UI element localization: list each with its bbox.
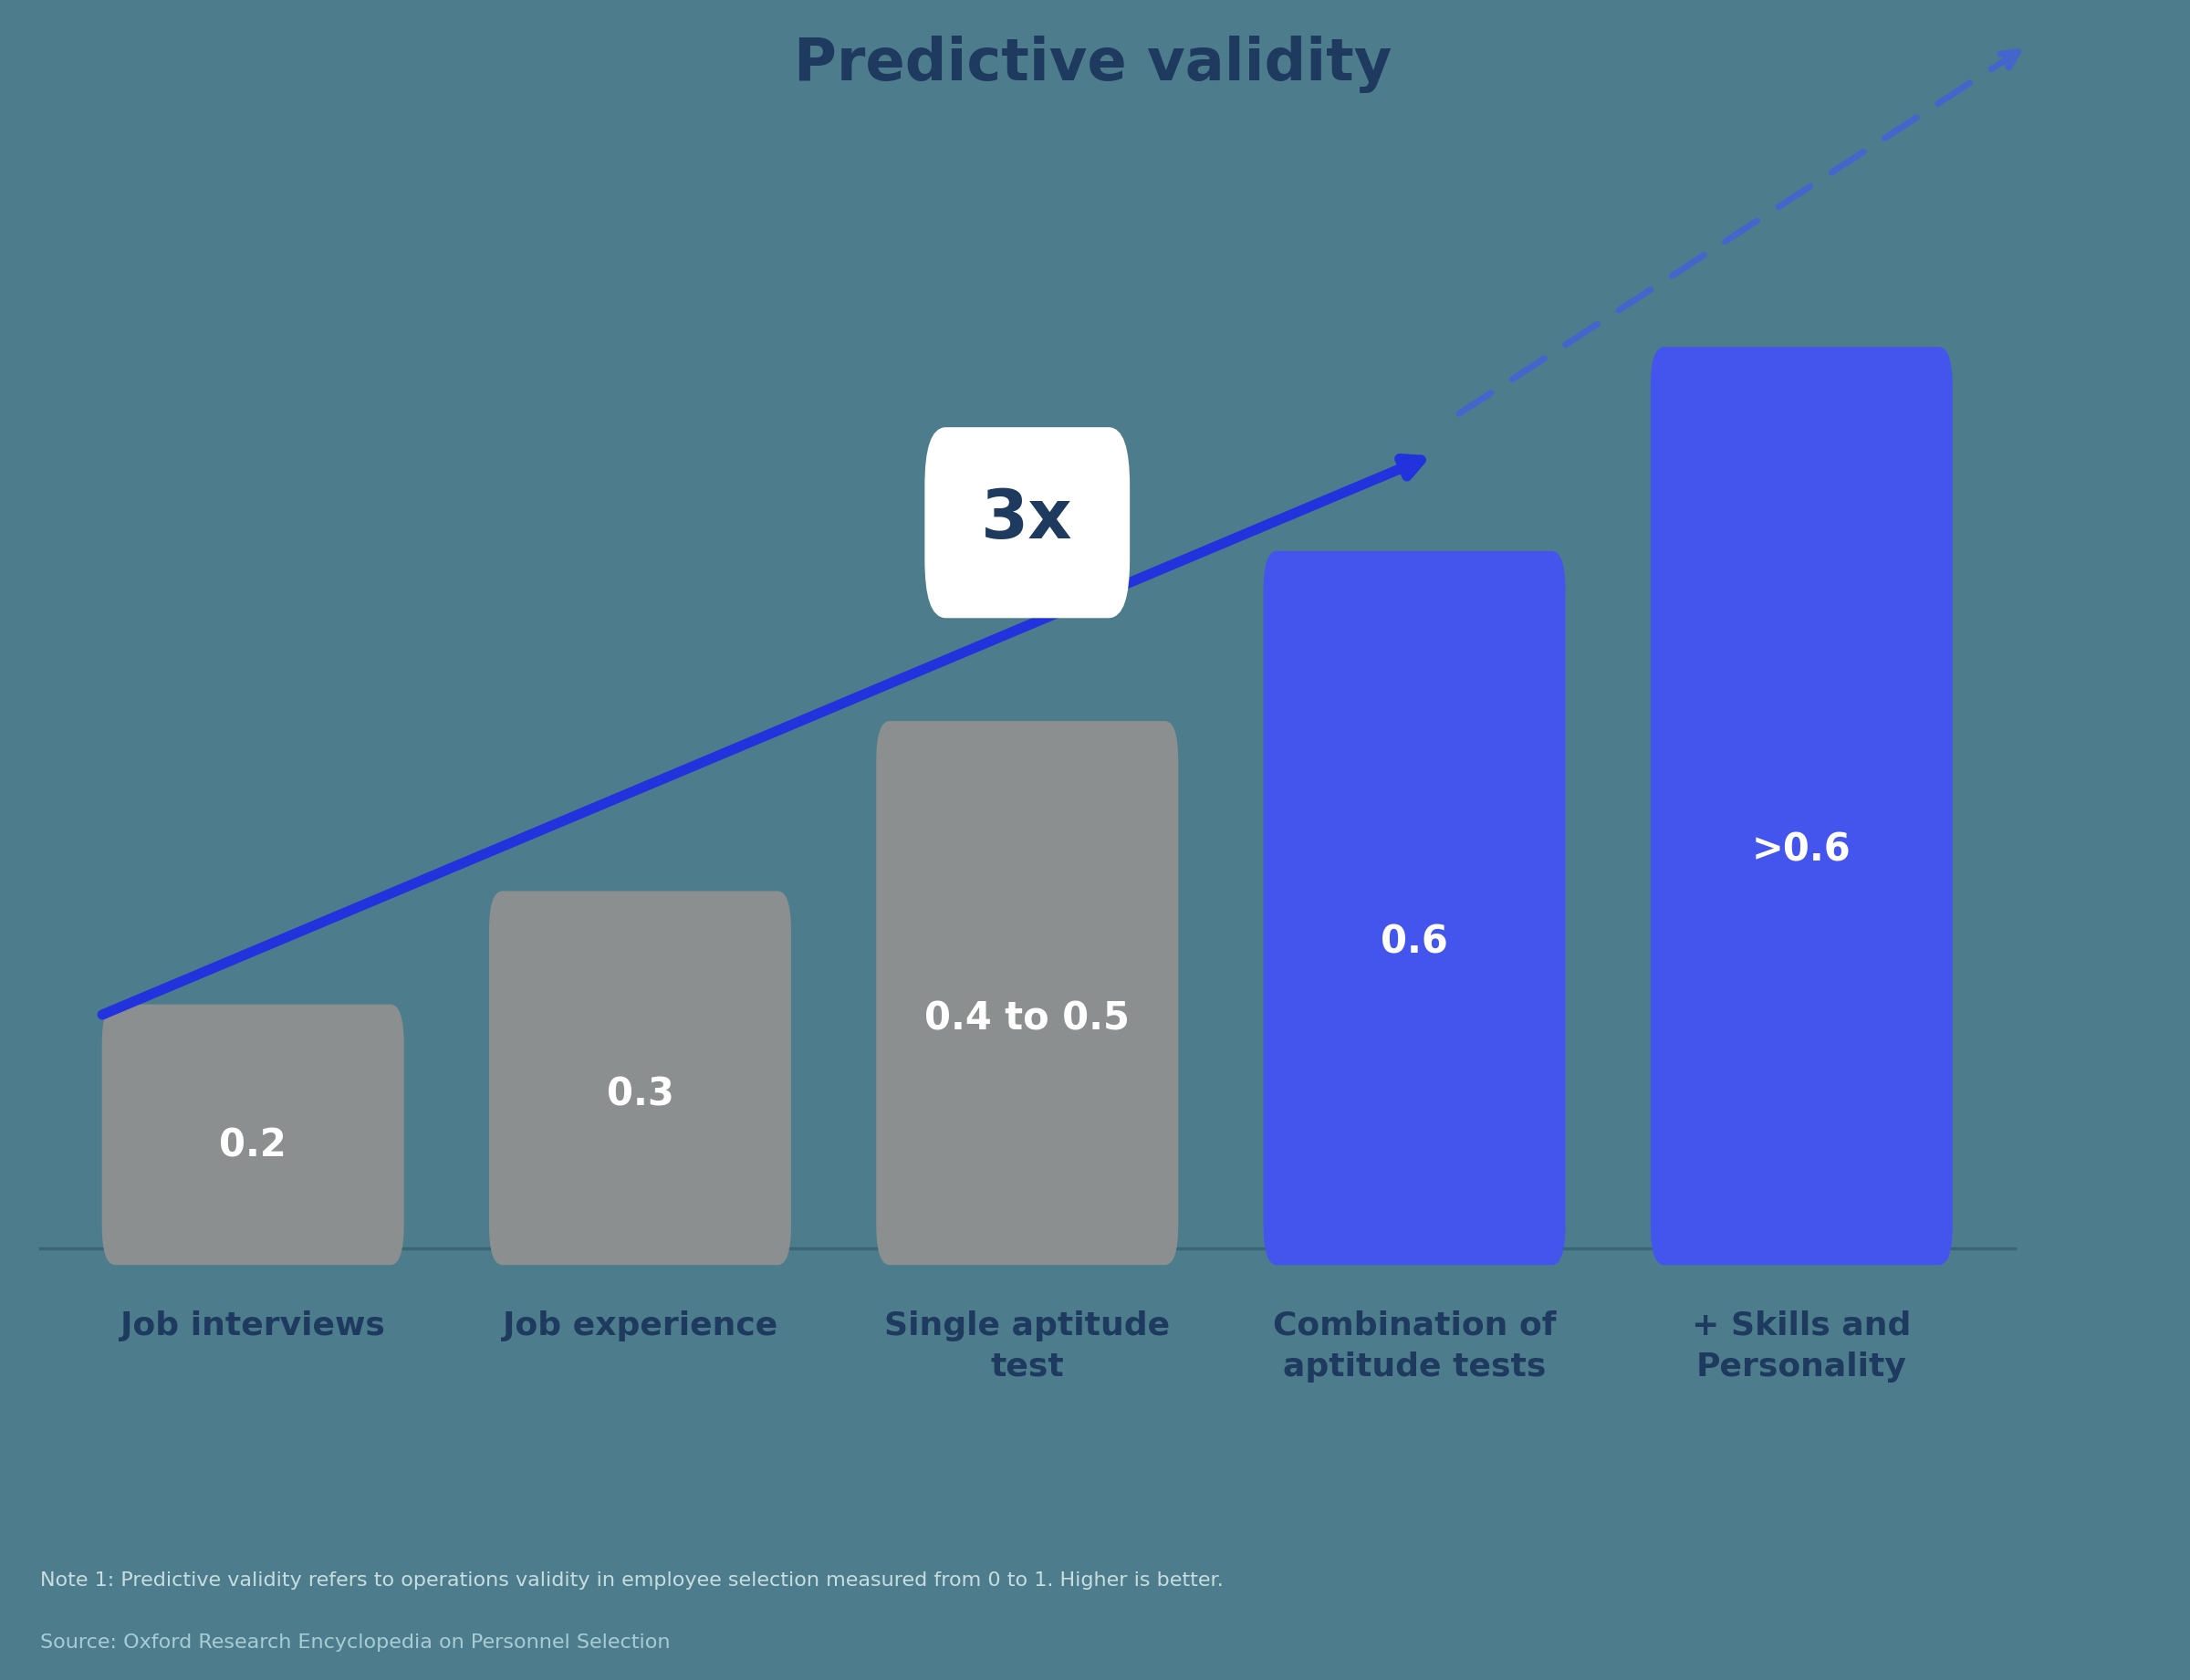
Text: Combination of
aptitude tests: Combination of aptitude tests bbox=[1272, 1310, 1557, 1383]
Text: 0.4 to 0.5: 0.4 to 0.5 bbox=[924, 1000, 1130, 1038]
FancyBboxPatch shape bbox=[926, 428, 1128, 617]
FancyBboxPatch shape bbox=[1651, 348, 1953, 1265]
FancyBboxPatch shape bbox=[1264, 551, 1566, 1265]
Text: >0.6: >0.6 bbox=[1752, 832, 1851, 869]
Text: Job interviews: Job interviews bbox=[120, 1310, 385, 1341]
Text: 0.2: 0.2 bbox=[219, 1127, 287, 1166]
Text: 0.6: 0.6 bbox=[1380, 922, 1448, 961]
Text: Note 1: Predictive validity refers to operations validity in employee selection : Note 1: Predictive validity refers to op… bbox=[39, 1571, 1224, 1589]
Text: Predictive validity: Predictive validity bbox=[795, 35, 1393, 92]
Text: Single aptitude
test: Single aptitude test bbox=[885, 1310, 1169, 1383]
Text: 3x: 3x bbox=[981, 486, 1073, 553]
Text: Job experience: Job experience bbox=[504, 1310, 777, 1341]
FancyBboxPatch shape bbox=[103, 1005, 403, 1265]
FancyBboxPatch shape bbox=[488, 890, 791, 1265]
FancyBboxPatch shape bbox=[876, 721, 1178, 1265]
Text: Source: Oxford Research Encyclopedia on Personnel Selection: Source: Oxford Research Encyclopedia on … bbox=[39, 1633, 670, 1651]
Text: 0.3: 0.3 bbox=[607, 1075, 675, 1114]
Text: + Skills and
Personality: + Skills and Personality bbox=[1693, 1310, 1912, 1383]
